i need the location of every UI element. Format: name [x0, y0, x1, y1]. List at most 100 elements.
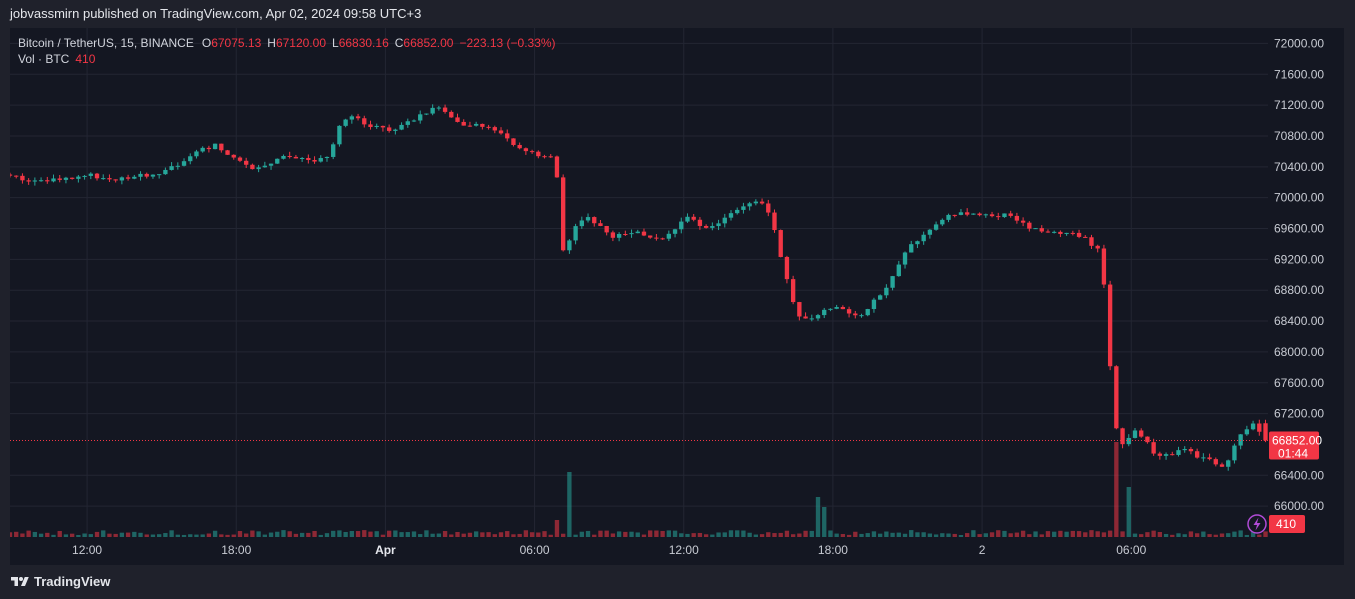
volume-bar: [1058, 530, 1063, 537]
candle-body: [1170, 454, 1175, 456]
last-price-label: 66852.00: [1272, 433, 1322, 447]
volume-bar: [1250, 530, 1256, 537]
volume-bar: [965, 533, 970, 537]
candle-body: [542, 156, 547, 158]
candle-body: [386, 127, 392, 131]
grid: [10, 28, 1268, 537]
volume-bar: [1076, 531, 1082, 537]
volume-bar: [946, 533, 951, 537]
candle-body: [561, 177, 566, 251]
brand-name: TradingView: [34, 574, 111, 589]
symbol-name[interactable]: Bitcoin / TetherUS, 15, BINANCE: [18, 36, 194, 50]
footer-brand[interactable]: TradingView: [10, 572, 110, 592]
candle-body: [38, 180, 44, 182]
volume-bar: [262, 534, 268, 537]
volume-legend-value: 410: [75, 52, 96, 66]
volume-bar: [1238, 530, 1243, 537]
low-key: L: [332, 36, 339, 50]
candle-body: [324, 156, 330, 159]
candle-body: [511, 138, 516, 145]
candle-body: [492, 127, 497, 131]
candle-body: [455, 117, 460, 122]
volume-bar: [498, 532, 504, 537]
lightning-icon[interactable]: [1247, 514, 1267, 534]
volume-bar: [728, 530, 734, 537]
volume-bar: [175, 534, 180, 537]
candle-body: [648, 235, 653, 238]
price-tick-label: 71600.00: [1274, 67, 1324, 81]
volume-bar: [219, 534, 224, 537]
volume-bar: [604, 530, 609, 537]
chart-legend: Bitcoin / TetherUS, 15, BINANCE O67075.13…: [18, 35, 556, 67]
open-key: O: [201, 36, 212, 50]
volume-bar: [405, 532, 410, 537]
volume-bar: [144, 534, 149, 537]
volume-bar: [343, 532, 348, 537]
candle-body: [1213, 459, 1218, 465]
volume-bar: [411, 531, 417, 537]
candle-body: [846, 309, 852, 314]
candle-body: [424, 113, 429, 115]
candle-body: [877, 295, 883, 300]
candle-body: [753, 201, 759, 204]
candle-body: [442, 107, 448, 112]
price-tick-label: 67600.00: [1274, 376, 1324, 390]
candle-body: [51, 178, 56, 182]
candle-body: [1257, 423, 1262, 432]
volume-bar: [567, 472, 572, 537]
volume-bar: [374, 531, 379, 537]
volume-bar: [1244, 534, 1250, 537]
candle-body: [1250, 423, 1256, 430]
volume-bar: [741, 530, 746, 537]
candle-body: [822, 309, 827, 316]
open-value: 67075.13: [211, 36, 262, 50]
volume-bar: [69, 533, 75, 537]
candle-body: [1120, 428, 1125, 445]
volume-legend-label[interactable]: Vol · BTC: [18, 52, 70, 66]
volume-tag-label: 410: [1276, 517, 1296, 531]
volume-bar: [194, 534, 199, 537]
volume-bar: [181, 534, 187, 537]
volume-bar: [971, 530, 976, 537]
candle-body: [94, 173, 100, 179]
volume-bar: [1020, 530, 1026, 537]
volume-bar: [641, 534, 647, 537]
volume-bar: [442, 531, 448, 537]
candle-body: [1039, 228, 1044, 232]
candle-body: [965, 212, 970, 215]
volume-bar: [703, 534, 709, 537]
time-axis[interactable]: 12:00 18:00 Apr 06:00 12:00 18:00 2 06:00: [72, 543, 1147, 557]
candle-body: [946, 214, 951, 220]
candlestick-chart[interactable]: 72000.00 71600.00 71200.00 70800.00 70400.00…: [10, 28, 1344, 565]
volume-bar: [287, 531, 292, 537]
volume-bar: [933, 534, 939, 537]
volume-bar: [921, 532, 926, 537]
volume-bar: [983, 533, 988, 537]
candle-body: [977, 213, 982, 216]
price-tick-label: 69200.00: [1274, 252, 1324, 266]
volume-bar: [399, 532, 404, 537]
volume-bar: [418, 534, 423, 537]
volume-bar: [1033, 531, 1038, 537]
candle-body: [890, 276, 895, 288]
chart-area[interactable]: 72000.00 71600.00 71200.00 70800.00 70400.00…: [10, 28, 1344, 565]
volume-bar: [822, 507, 827, 537]
price-tick-label: 72000.00: [1274, 36, 1324, 50]
volume-bar: [505, 531, 510, 537]
volume-bar: [666, 530, 672, 537]
candle-body: [884, 287, 889, 296]
candle-body: [380, 125, 386, 128]
volume-bar: [598, 530, 603, 537]
volume-bar: [890, 532, 895, 537]
candle-body: [585, 217, 591, 221]
candle-body: [1232, 445, 1237, 461]
price-axis[interactable]: 72000.00 71600.00 71200.00 70800.00 70400.00…: [1274, 36, 1324, 513]
candle-body: [623, 233, 628, 235]
volume-bar: [268, 532, 274, 537]
time-tick-label: 06:00: [520, 543, 550, 557]
volume-bar: [473, 531, 479, 537]
candle-body: [685, 216, 690, 222]
candle-body: [1182, 449, 1187, 451]
candle-body: [486, 126, 491, 128]
volume-bar: [424, 530, 429, 537]
